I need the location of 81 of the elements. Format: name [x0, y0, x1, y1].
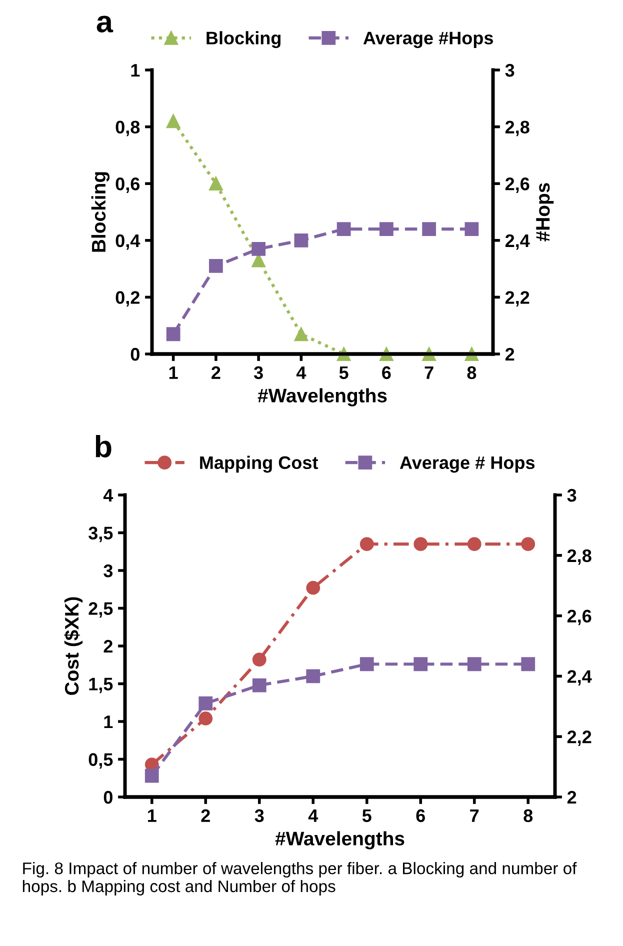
x-tick-label: 6	[382, 366, 391, 380]
y2-tick-label: 2,6	[567, 610, 592, 626]
point	[464, 222, 479, 236]
point	[414, 537, 428, 552]
caption: Fig. 8 Impact of number of wavelengths per fiber. a Blocking and number of hops. b Mapping cost and Number of hops	[22, 862, 577, 896]
x-tick-label: 5	[362, 809, 372, 822]
x-tick-label: 8	[467, 366, 476, 380]
point	[414, 657, 428, 672]
x-tick-label: 7	[470, 809, 479, 822]
x-tick-label: 2	[201, 809, 210, 822]
x-tick-label: 5	[339, 366, 348, 380]
x-tick-label: 6	[416, 809, 425, 822]
y-tick-label: 2	[104, 640, 112, 653]
x-axis-title: #Wavelengths	[275, 831, 404, 850]
legend-label: Blocking	[206, 31, 280, 48]
y2-tick-label: 2,2	[567, 730, 592, 746]
y-tick-label: 4	[103, 489, 114, 502]
y-tick-label: 0,2	[116, 291, 140, 307]
point	[521, 657, 536, 672]
point	[467, 657, 482, 672]
point	[294, 233, 308, 248]
point	[379, 222, 394, 236]
point	[252, 652, 266, 667]
y-tick-label: 0,4	[116, 234, 140, 250]
y2-tick-label: 2	[567, 790, 576, 804]
point	[521, 537, 536, 552]
y-tick-label: 0,8	[116, 120, 140, 136]
point	[144, 768, 159, 783]
point	[306, 669, 320, 684]
y-tick-label: 0,6	[116, 178, 140, 193]
y2-tick-label: 2,4	[567, 670, 592, 686]
x-tick-label: 2	[212, 366, 220, 379]
point	[208, 259, 223, 273]
point	[467, 537, 482, 552]
y2-tick-label: 2	[505, 348, 514, 361]
y-tick-label: 0,5	[88, 753, 113, 769]
y2-tick-label: 3	[505, 64, 514, 77]
point	[252, 678, 266, 692]
point	[360, 657, 374, 672]
x-tick-label: 8	[524, 809, 533, 822]
y-tick-label: 1,5	[89, 678, 113, 694]
y-tick-label: 3,5	[88, 526, 113, 542]
point	[166, 327, 180, 342]
x-tick-label: 1	[148, 809, 156, 822]
y-tick-label: 3	[104, 564, 113, 578]
y-tick-label: 1	[131, 64, 140, 77]
y2-tick-label: 2,8	[505, 120, 530, 136]
x-tick-label: 3	[254, 366, 263, 380]
y-tick-label: 2,5	[88, 602, 113, 618]
point	[360, 537, 374, 552]
x-tick-label: 4	[308, 809, 318, 822]
point	[422, 222, 436, 236]
legend-label: Mapping Cost	[200, 456, 318, 473]
text: b	[96, 435, 112, 458]
y-tick-label: 0	[104, 790, 112, 804]
y2-tick-label: 2,6	[505, 178, 530, 193]
point	[166, 114, 180, 128]
x-axis-title: #Wavelengths	[258, 388, 387, 406]
x-tick-label: 3	[254, 809, 264, 822]
y2-tick-label: 2,2	[505, 291, 530, 307]
legend-label: Average # Hops	[400, 456, 535, 473]
y-tick-label: 0	[130, 348, 140, 361]
y-tick-label: 1	[104, 716, 113, 728]
y2-tick-label: 3	[567, 488, 576, 502]
y2-axis-title: #Hops	[536, 183, 554, 242]
x-tick-label: 4	[296, 366, 306, 379]
y-axis-title: Cost ($XK)	[64, 597, 83, 695]
point	[198, 696, 213, 710]
point	[306, 580, 320, 595]
legend-label: Average #Hops	[363, 32, 493, 48]
y-axis-title: Blocking	[91, 172, 110, 252]
text: a	[96, 16, 114, 32]
point	[336, 222, 351, 236]
point	[208, 176, 223, 191]
y2-tick-label: 2,8	[567, 549, 592, 565]
x-tick-label: 7	[424, 366, 434, 379]
y2-tick-label: 2,4	[505, 234, 530, 250]
point	[294, 327, 308, 342]
x-tick-label: 1	[169, 366, 178, 379]
point	[198, 712, 213, 726]
point	[252, 242, 266, 256]
